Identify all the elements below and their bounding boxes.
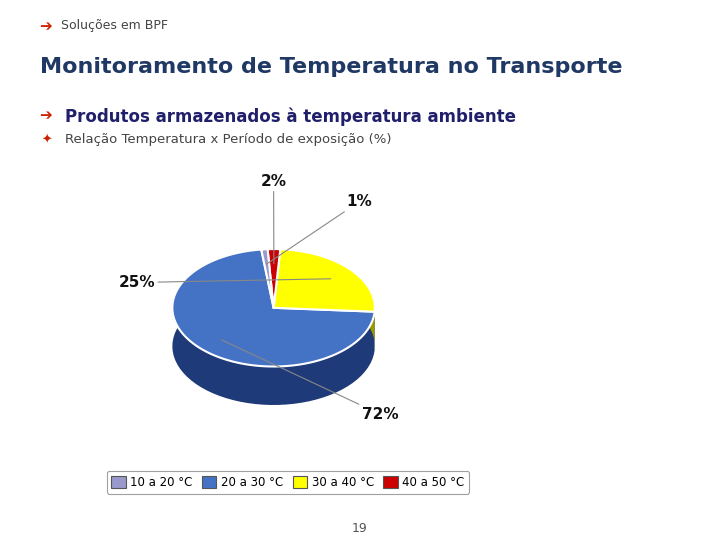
- Text: 1%: 1%: [266, 194, 372, 264]
- Polygon shape: [280, 249, 375, 350]
- Polygon shape: [172, 249, 374, 367]
- Text: Produtos armazenados à temperatura ambiente: Produtos armazenados à temperatura ambie…: [65, 108, 516, 126]
- Polygon shape: [268, 249, 280, 288]
- Text: Soluções em BPF: Soluções em BPF: [61, 19, 168, 32]
- Text: 19: 19: [352, 522, 368, 535]
- Text: Relação Temperatura x Período de exposição (%): Relação Temperatura x Período de exposiç…: [65, 133, 391, 146]
- Polygon shape: [261, 249, 274, 308]
- Text: ➔: ➔: [40, 19, 53, 34]
- Polygon shape: [274, 249, 375, 312]
- Text: 25%: 25%: [119, 275, 330, 290]
- Text: ➔: ➔: [40, 108, 53, 123]
- Polygon shape: [261, 249, 268, 288]
- Text: 2%: 2%: [261, 174, 287, 264]
- Polygon shape: [172, 249, 374, 405]
- Text: 72%: 72%: [222, 340, 398, 422]
- Text: Monitoramento de Temperatura no Transporte: Monitoramento de Temperatura no Transpor…: [40, 57, 622, 77]
- Text: ✦: ✦: [42, 134, 53, 147]
- Legend: 10 a 20 °C, 20 a 30 °C, 30 a 40 °C, 40 a 50 °C: 10 a 20 °C, 20 a 30 °C, 30 a 40 °C, 40 a…: [107, 471, 469, 494]
- Polygon shape: [268, 249, 280, 308]
